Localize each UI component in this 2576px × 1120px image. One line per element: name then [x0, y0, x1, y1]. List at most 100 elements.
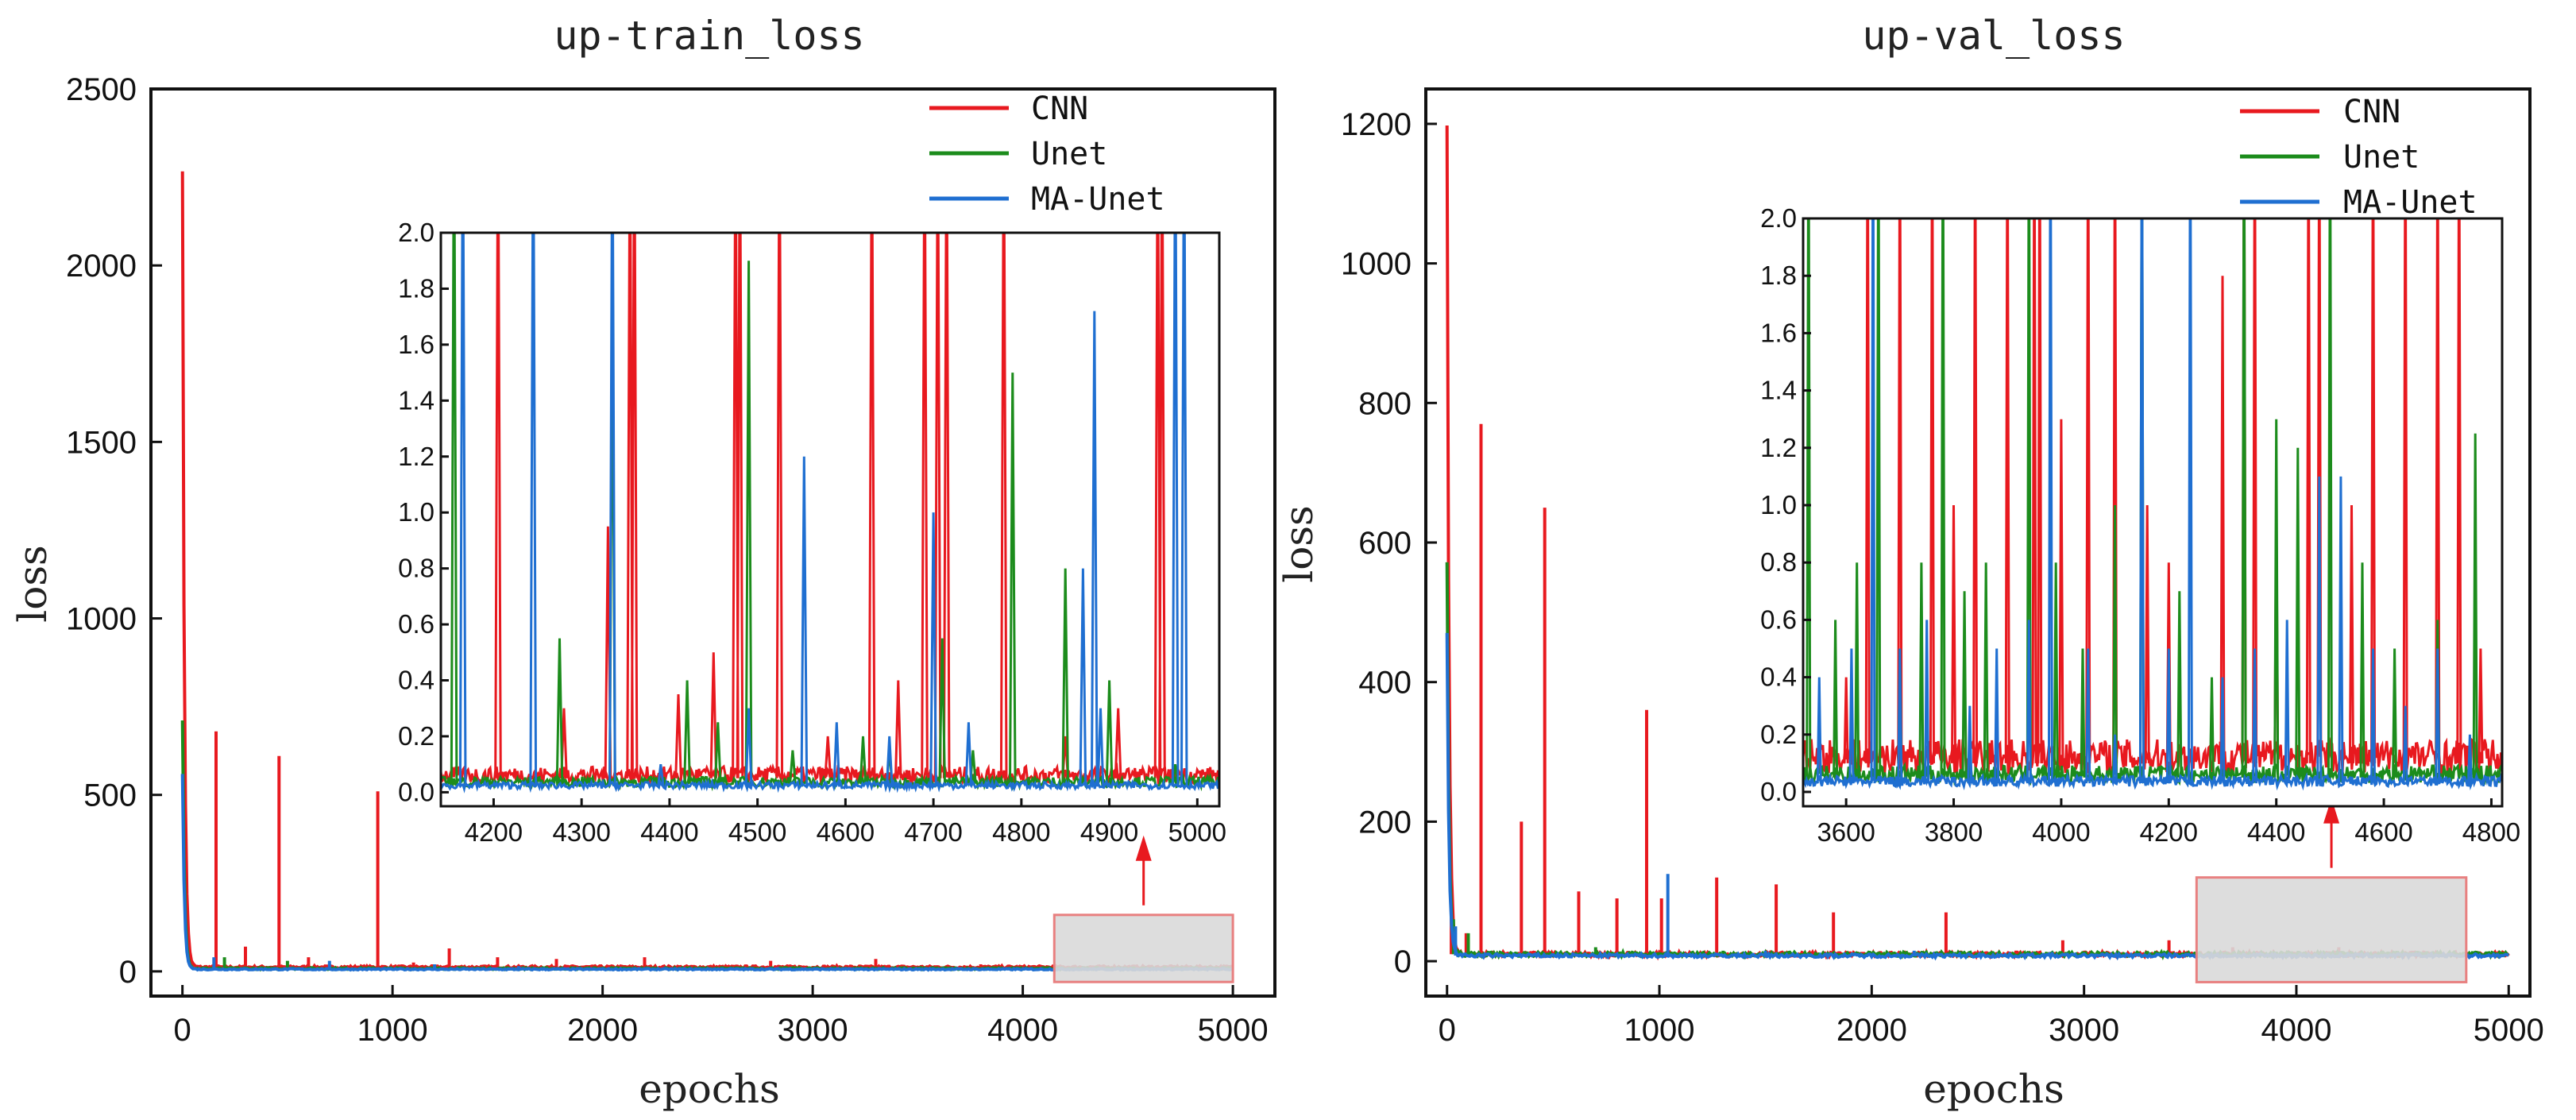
- legend-label-ma-unet: MA-Unet: [2343, 184, 2478, 221]
- y-tick-label: 0: [1394, 944, 1412, 979]
- legend-label-cnn: CNN: [1031, 91, 1088, 127]
- inset-y-tick-label: 2.0: [398, 218, 434, 247]
- inset-x-tick-label: 4800: [992, 817, 1050, 847]
- zoom-box: [1052, 913, 1234, 983]
- zoom-box: [2195, 876, 2468, 983]
- legend-item-ma-unet: MA-Unet: [2240, 184, 2478, 221]
- inset-y-tick-label: 0.6: [1760, 604, 1797, 634]
- zoom-region: [2195, 798, 2468, 983]
- inset-x-tick-label: 4400: [2247, 817, 2305, 847]
- inset-y-tick-label: 0.8: [398, 554, 434, 583]
- inset-y-tick-label: 2.0: [1760, 203, 1797, 233]
- inset-x-tick-label: 4600: [2354, 817, 2412, 847]
- inset-y-tick-label: 0.4: [398, 666, 434, 695]
- inset-x-tick-label: 4300: [552, 817, 610, 847]
- y-tick-label: 600: [1358, 526, 1412, 561]
- inset-y-tick-label: 0.6: [398, 609, 434, 639]
- inset-x-tick-label: 4400: [640, 817, 698, 847]
- y-tick-label: 1200: [1341, 107, 1412, 142]
- x-tick-label: 3000: [778, 1013, 848, 1048]
- y-tick-label: 1000: [66, 602, 137, 637]
- inset-x-tick-label: 4700: [904, 817, 962, 847]
- plot-frame: [1424, 87, 2532, 998]
- inset-background: [1803, 218, 2502, 806]
- inset-x-tick-label: 4800: [2462, 817, 2520, 847]
- inset-y-tick-label: 1.6: [1760, 318, 1797, 347]
- inset-frame: [1802, 217, 2504, 808]
- x-tick-label: 4000: [2261, 1013, 2331, 1048]
- zoom-region: [1052, 835, 1234, 983]
- zoom-arrow-head: [1135, 835, 1152, 861]
- y-axis-label: loss: [1276, 505, 1322, 582]
- inset-y-tick-label: 1.6: [398, 330, 434, 359]
- x-tick-label: 0: [1439, 1013, 1456, 1048]
- inset-x-tick-label: 5000: [1168, 817, 1226, 847]
- inset-y-tick-label: 1.4: [1760, 376, 1797, 405]
- x-axis-label: epochs: [1923, 1066, 2064, 1112]
- legend: CNN Unet MA-Unet: [929, 91, 1165, 218]
- inset-background: [441, 233, 1219, 806]
- y-tick-label: 2500: [66, 72, 137, 107]
- main-series-lines: [1445, 125, 2510, 961]
- inset-y-tick-label: 0.0: [398, 777, 434, 806]
- y-tick-label: 2000: [66, 249, 137, 284]
- inset-x-tick-label: 4200: [465, 817, 523, 847]
- legend-label-unet: Unet: [2343, 139, 2420, 176]
- axis-ticks: 0 1000 2000 3000 4000 5000 0 500 1000 1500 2000 250…: [66, 72, 1269, 1048]
- inset-x-tick-label: 4000: [2032, 817, 2090, 847]
- y-tick-label: 0: [119, 955, 137, 990]
- inset-x-tick-label: 3600: [1817, 817, 1875, 847]
- y-tick-label: 400: [1358, 666, 1412, 701]
- inset-y-tick-label: 0.2: [398, 721, 434, 751]
- inset-series-line-ma-unet: [441, 233, 1219, 794]
- legend-label-unet: Unet: [1031, 136, 1107, 172]
- x-tick-label: 1000: [357, 1013, 428, 1048]
- inset-y-tick-label: 1.0: [1760, 490, 1797, 519]
- inset-frame: [439, 231, 1221, 808]
- inset-series-line-cnn: [441, 233, 1219, 788]
- y-tick-label: 500: [83, 778, 137, 813]
- panel-title: up-val_loss: [1862, 13, 2125, 59]
- x-tick-label: 5000: [1198, 1013, 1269, 1048]
- legend-item-ma-unet: MA-Unet: [929, 181, 1165, 218]
- inset-plot: 4200 4300 4400 4500 4600 4700 4800 4900 5000 0.0 0…: [398, 218, 1226, 847]
- inset-lines: [441, 233, 1219, 794]
- inset-x-tick-label: 4200: [2140, 817, 2198, 847]
- plot-frame: [149, 87, 1276, 998]
- panel-title: up-train_loss: [554, 13, 864, 59]
- axis-ticks: 0 1000 2000 3000 4000 5000 0 200 400 600 800 1000 12…: [1341, 107, 2544, 1048]
- legend-item-unet: Unet: [929, 136, 1107, 172]
- inset-y-tick-label: 1.2: [398, 442, 434, 471]
- y-tick-label: 1500: [66, 425, 137, 460]
- inset-y-tick-label: 1.2: [1760, 433, 1797, 462]
- inset-y-tick-label: 1.0: [398, 497, 434, 527]
- inset-y-tick-label: 1.4: [398, 385, 434, 415]
- inset-y-tick-label: 0.2: [1760, 720, 1797, 749]
- val-loss-panel: up-val_loss epochs loss 0 1000 2000 3000 400…: [1276, 13, 2544, 1112]
- inset-y-tick-label: 0.0: [1760, 777, 1797, 806]
- legend-item-cnn: CNN: [929, 91, 1088, 127]
- y-tick-label: 800: [1358, 386, 1412, 421]
- legend: CNN Unet MA-Unet: [2240, 94, 2478, 221]
- x-tick-label: 0: [174, 1013, 191, 1048]
- legend-label-ma-unet: MA-Unet: [1031, 181, 1165, 218]
- inset-lines: [1803, 218, 2502, 791]
- legend-label-cnn: CNN: [2343, 94, 2400, 130]
- legend-item-cnn: CNN: [2240, 94, 2400, 130]
- y-tick-label: 1000: [1341, 247, 1412, 282]
- x-tick-label: 4000: [987, 1013, 1058, 1048]
- inset-y-tick-label: 1.8: [398, 273, 434, 303]
- x-tick-label: 2000: [567, 1013, 638, 1048]
- inset-plot: 3600 3800 4000 4200 4400 4600 4800 0.0 0.2 0.4 0.6…: [1760, 203, 2520, 847]
- zoom-arrow-head: [2323, 798, 2340, 824]
- inset-x-tick-label: 4900: [1080, 817, 1138, 847]
- y-tick-label: 200: [1358, 805, 1412, 840]
- legend-item-unet: Unet: [2240, 139, 2420, 176]
- x-tick-label: 1000: [1624, 1013, 1695, 1048]
- series-line-ma-unet: [1445, 632, 2509, 961]
- x-tick-label: 5000: [2474, 1013, 2544, 1048]
- inset-y-tick-label: 1.8: [1760, 261, 1797, 290]
- x-tick-label: 2000: [1836, 1013, 1907, 1048]
- inset-x-tick-label: 3800: [1925, 817, 1983, 847]
